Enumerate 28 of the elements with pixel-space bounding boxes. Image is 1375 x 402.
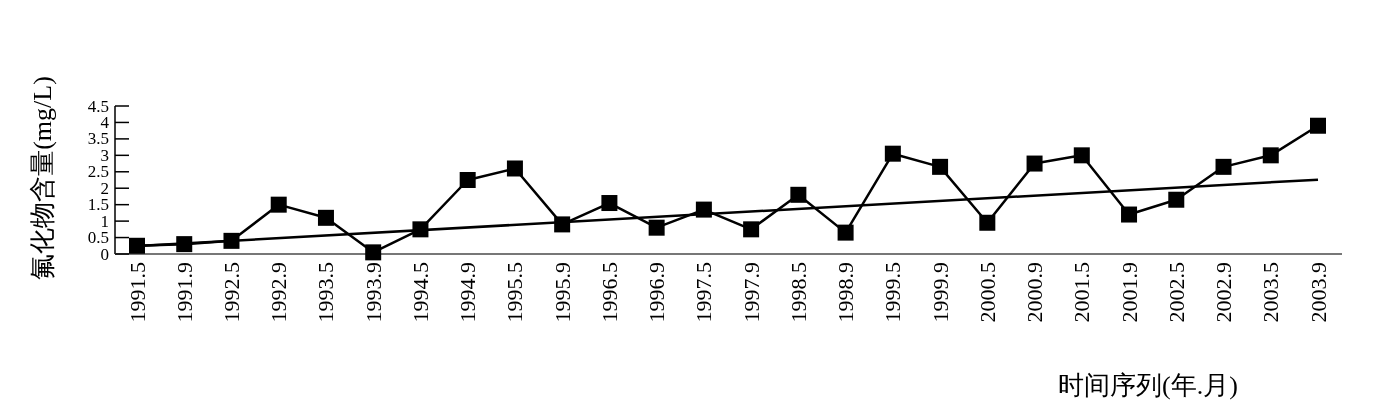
x-tick-label: 1993.9 [360, 262, 386, 323]
x-tick-label: 2002.5 [1163, 262, 1189, 323]
x-tick-label: 1994.5 [407, 262, 433, 323]
x-tick-label: 1993.5 [313, 262, 339, 323]
x-tick-label: 1994.9 [455, 262, 481, 323]
y-axis-title: 氟化物含量(mg/L) [27, 76, 57, 280]
x-tick-label: 2003.9 [1305, 262, 1331, 323]
x-tick-label: 2003.5 [1258, 262, 1284, 323]
x-tick-label: 1995.9 [549, 262, 575, 323]
x-tick-label: 1998.5 [785, 262, 811, 323]
x-tick-label: 1999.9 [927, 262, 953, 323]
x-tick-label: 1997.9 [738, 262, 764, 323]
x-tick-label: 1992.5 [218, 262, 244, 323]
x-tick-label: 1997.5 [691, 262, 717, 323]
x-tick-label: 2002.9 [1211, 262, 1237, 323]
x-tick-label: 2001.9 [1116, 262, 1142, 323]
x-axis-title: 时间序列(年.月) [1058, 370, 1238, 400]
x-tick-label: 1999.5 [880, 262, 906, 323]
x-tick-label: 1991.5 [124, 262, 150, 323]
x-tick-label: 1992.9 [266, 262, 292, 323]
x-tick-label: 1995.5 [502, 262, 528, 323]
x-tick-label: 2000.9 [1022, 262, 1048, 323]
x-tick-label: 1991.9 [171, 262, 197, 323]
x-tick-label: 1996.9 [644, 262, 670, 323]
x-tick-label: 2000.5 [974, 262, 1000, 323]
x-tick-label: 1996.5 [596, 262, 622, 323]
x-tick-label: 2001.5 [1069, 262, 1095, 323]
x-tick-label: 1998.9 [833, 262, 859, 323]
